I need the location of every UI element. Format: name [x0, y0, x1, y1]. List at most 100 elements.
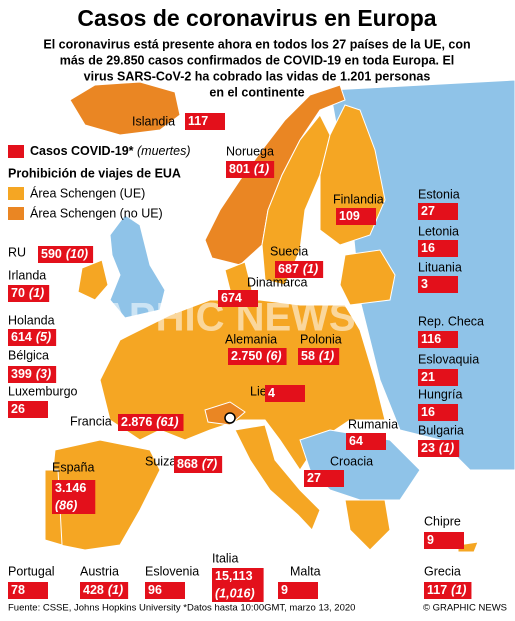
uk	[109, 214, 166, 319]
case-box	[418, 440, 460, 457]
case-label: 614 (5)	[11, 330, 51, 344]
country-name: Rep. Checa	[418, 314, 484, 328]
case-label: 2.750 (6)	[231, 349, 282, 363]
case-box	[418, 404, 458, 421]
country-name: Grecia	[424, 564, 461, 578]
case-box	[346, 433, 386, 450]
iceland	[69, 81, 181, 136]
country-name: Austria	[80, 564, 119, 578]
cases: 2.876	[121, 415, 152, 429]
subtitle: El coronavirus está presente ahora en to…	[43, 37, 470, 99]
deaths: (1)	[254, 162, 269, 176]
country-name: Malta	[290, 564, 321, 578]
case-label: 4	[268, 386, 275, 400]
country-name: Estonia	[418, 187, 460, 201]
cases: 96	[148, 583, 162, 597]
case-label: 3.146	[55, 481, 86, 495]
country-name: Francia	[70, 414, 112, 428]
case-label: 3	[421, 277, 428, 291]
cases: 58	[301, 349, 315, 363]
case-box	[8, 401, 48, 418]
country-name: Suecia	[270, 244, 308, 258]
legend-swatch	[8, 145, 24, 158]
subtitle-line: en el continente	[209, 85, 304, 99]
case-box	[212, 568, 264, 602]
legend-title: Prohibición de viajes de EUA	[8, 166, 181, 180]
country-name: Eslovaquia	[418, 352, 479, 366]
title: Casos de coronavirus en Europa	[77, 5, 436, 31]
deaths: (5)	[36, 330, 51, 344]
ireland	[77, 259, 109, 301]
country-name: Suiza	[145, 454, 176, 468]
cases: 70	[11, 286, 25, 300]
case-box	[265, 385, 305, 402]
case-label: 687 (1)	[278, 262, 318, 276]
cases: 109	[339, 209, 360, 223]
case-box	[424, 532, 464, 549]
country-name: Islandia	[132, 114, 175, 128]
deaths: (61)	[156, 415, 178, 429]
country-name: Noruega	[226, 144, 274, 158]
country-name: Holanda	[8, 313, 55, 327]
cases: 868	[177, 457, 198, 471]
country-name: Hungría	[418, 387, 463, 401]
subtitle-line: El coronavirus está presente ahora en to…	[43, 37, 470, 51]
country-name: RU	[8, 245, 26, 259]
cases: 117	[427, 583, 447, 597]
case-box	[38, 246, 94, 263]
case-label: 58 (1)	[301, 349, 334, 363]
case-box	[52, 480, 96, 514]
cases: 21	[421, 370, 435, 384]
case-box	[418, 331, 458, 348]
legend-item: Área Schengen (no UE)	[30, 205, 163, 220]
case-box	[80, 582, 129, 599]
legend: Casos COVID-19* (muertes) Prohibición de…	[8, 144, 190, 220]
country-name: Rumania	[348, 417, 398, 431]
italy	[234, 424, 321, 531]
cases: 26	[11, 402, 25, 416]
legend-cases: Casos COVID-19* (muertes)	[30, 144, 190, 158]
country-name: Portugal	[8, 564, 55, 578]
cases: 9	[281, 583, 288, 597]
greece	[344, 499, 391, 551]
deaths-label: (1,016)	[215, 586, 255, 600]
cases: 674	[221, 291, 242, 305]
case-box	[298, 348, 340, 365]
deaths: (1)	[451, 583, 466, 597]
country-name: Finlandia	[333, 192, 384, 206]
country-name: Bulgaria	[418, 423, 464, 437]
cases: 64	[349, 434, 363, 448]
cases: 27	[421, 204, 435, 218]
sweden	[261, 114, 331, 286]
case-box	[145, 582, 185, 599]
case-label: 21	[421, 370, 435, 384]
legend-swatch	[8, 187, 24, 200]
case-box	[118, 414, 184, 431]
case-label: 15,113	[215, 569, 253, 583]
subtitle-line: virus SARS-CoV-2 ha cobrado las vidas de…	[84, 69, 431, 83]
subtitle-line: más de 29.850 casos confirmados de COVID…	[60, 53, 455, 67]
cases: 590	[41, 247, 62, 261]
case-label: 26	[11, 402, 25, 416]
case-box	[424, 582, 472, 599]
cases: 3	[421, 277, 428, 291]
case-box	[8, 285, 50, 302]
case-box	[275, 261, 324, 278]
cases: 16	[421, 405, 435, 419]
deaths: (6)	[266, 349, 281, 363]
deaths: (1)	[108, 583, 123, 597]
deaths: (7)	[202, 457, 217, 471]
deaths: (1)	[319, 349, 334, 363]
cases: 428	[83, 583, 104, 597]
case-label: 116	[421, 332, 441, 346]
case-label: 16	[421, 241, 435, 255]
case-label: 868 (7)	[177, 457, 217, 471]
cases: 399	[11, 367, 32, 381]
deaths: (1)	[439, 441, 454, 455]
legend-deaths-label: (muertes)	[137, 144, 190, 158]
cases: 801	[229, 162, 250, 176]
case-box	[8, 366, 57, 383]
deaths-label: (86)	[55, 498, 77, 512]
liechtenstein-marker	[224, 412, 236, 424]
